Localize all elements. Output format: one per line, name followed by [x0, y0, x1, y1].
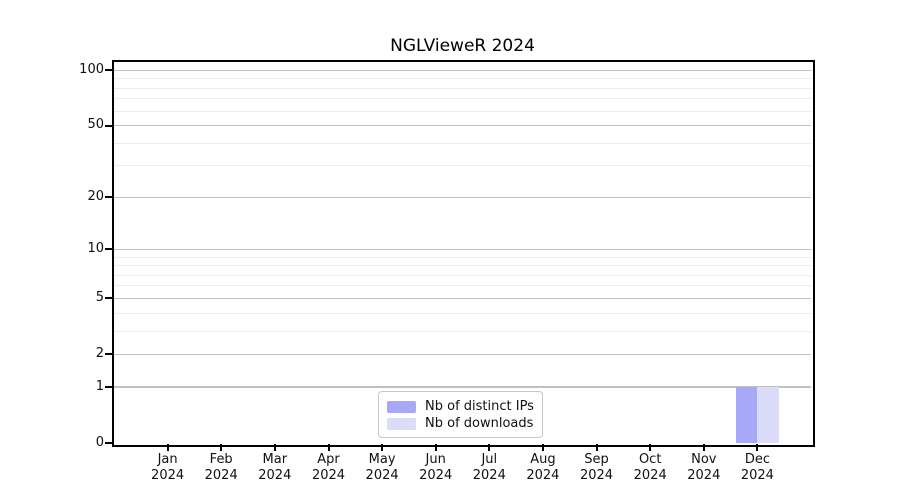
legend-label-distinct-ips: Nb of distinct IPs [425, 399, 534, 414]
gridline-major [114, 386, 811, 388]
y-tick-label: 5 [95, 289, 104, 305]
y-tick-label: 10 [87, 240, 104, 256]
gridline-minor [114, 78, 811, 80]
x-tick [649, 444, 652, 451]
x-tick [166, 444, 169, 451]
legend-swatch-downloads [387, 417, 416, 430]
x-tick [273, 444, 276, 451]
y-tick [105, 124, 112, 127]
x-tick [327, 444, 330, 451]
y-tick [105, 69, 112, 72]
gridline-minor [114, 98, 811, 100]
x-tick-label: Jul 2024 [472, 452, 506, 483]
y-tick [105, 442, 112, 444]
legend-label-downloads: Nb of downloads [425, 416, 534, 431]
gridline-minor [114, 142, 811, 144]
y-tick [105, 248, 112, 251]
legend-swatch-distinct-ips [387, 400, 416, 413]
gridline-major [114, 196, 811, 198]
bar-downloads [757, 387, 779, 443]
gridline-minor [114, 274, 811, 276]
y-tick-label: 20 [87, 188, 104, 204]
gridline-major [114, 297, 811, 299]
gridline-minor [114, 256, 811, 258]
y-tick [105, 196, 112, 199]
y-tick [105, 386, 112, 388]
x-tick [541, 444, 544, 451]
plot-border [112, 60, 815, 447]
y-tick-label: 50 [87, 117, 104, 132]
x-tick [381, 444, 384, 451]
x-tick-label: Apr 2024 [311, 452, 346, 483]
x-tick [434, 444, 437, 451]
x-tick-label: Jan 2024 [151, 452, 185, 483]
x-tick-label: Nov 2024 [687, 452, 721, 483]
y-tick-label: 2 [95, 345, 104, 361]
x-tick-label: Sep 2024 [579, 452, 614, 483]
gridline-major [114, 353, 811, 355]
gridline-major [114, 69, 811, 71]
x-tick-label: Aug 2024 [526, 452, 560, 483]
y-tick-label: 1 [95, 378, 104, 394]
y-tick [105, 353, 112, 356]
bar-distinct-ips [735, 387, 758, 443]
y-tick [105, 297, 112, 300]
x-tick [488, 444, 491, 451]
x-tick [595, 444, 598, 451]
x-tick-label: Jun 2024 [419, 452, 453, 483]
y-tick-label: 0 [95, 434, 104, 450]
gridline-major [114, 124, 811, 127]
y-tick-label: 100 [79, 61, 104, 77]
x-tick-label: Mar 2024 [258, 452, 292, 483]
x-tick [702, 444, 705, 451]
x-tick [756, 444, 759, 451]
legend-item-downloads: Nb of downloads [387, 415, 534, 432]
x-tick-label: Oct 2024 [633, 452, 667, 483]
gridline-minor [114, 330, 811, 332]
gridline-minor [114, 87, 811, 89]
x-tick [220, 444, 223, 451]
x-tick-label: May 2024 [365, 452, 399, 483]
gridline-minor [114, 285, 811, 287]
gridline-minor [114, 265, 811, 267]
gridline-major [114, 248, 811, 250]
legend: Nb of distinct IPs Nb of downloads [378, 391, 543, 438]
x-tick-label: Dec 2024 [740, 452, 774, 483]
gridline-minor [114, 312, 811, 314]
chart-title: NGLVieweR 2024 [390, 36, 535, 56]
gridline-minor [114, 110, 811, 112]
gridline-minor [114, 165, 811, 167]
legend-item-distinct-ips: Nb of distinct IPs [387, 398, 534, 415]
x-tick-label: Feb 2024 [204, 452, 238, 483]
